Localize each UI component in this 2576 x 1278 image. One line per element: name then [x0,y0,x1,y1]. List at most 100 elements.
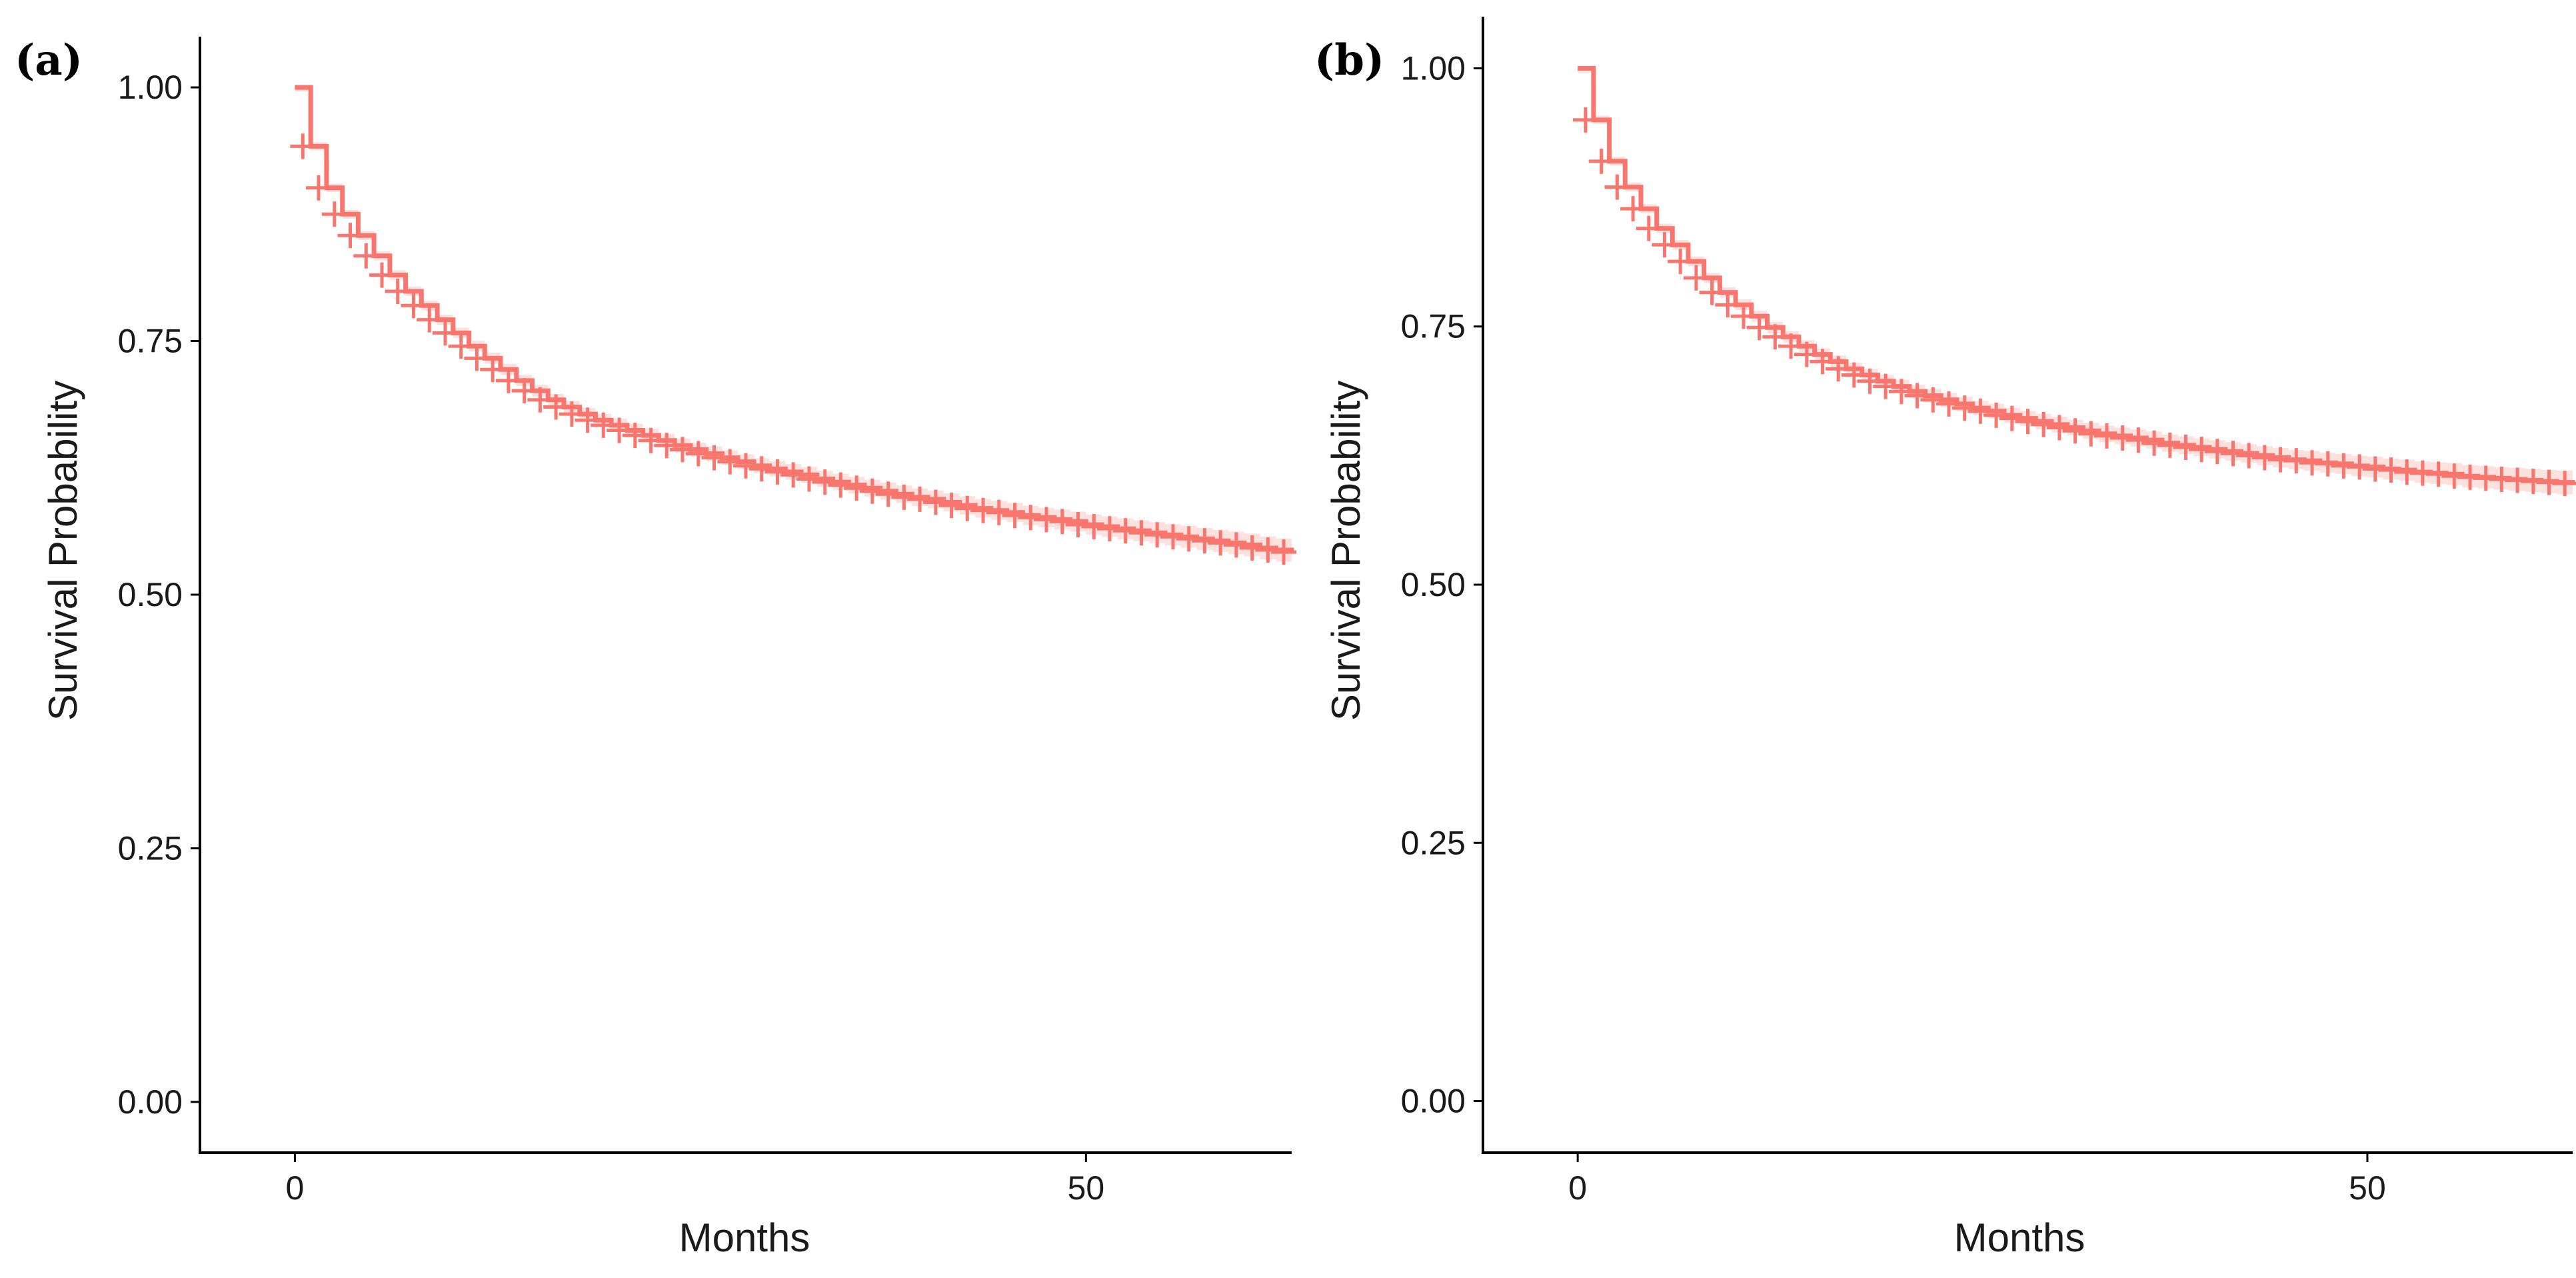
censor-mark-b [1999,405,2025,431]
censor-mark-a [591,412,617,438]
censor-mark-b [1983,402,2009,428]
censor-mark-a [875,481,901,507]
censor-mark-a [448,333,474,359]
censor-mark-a [543,394,569,420]
y-axis-title-a: Survival Probability [41,381,85,721]
survival-curve-a [295,85,1294,553]
censor-mark-b [2236,443,2262,469]
censor-mark-b [2220,441,2246,467]
censor-mark-a [417,307,443,333]
censor-mark-b [1888,379,1914,405]
censor-mark-a [1160,524,1186,550]
censor-mark-a [385,279,411,304]
censor-mark-a [1049,509,1075,535]
censor-mark-a [1034,507,1059,533]
censor-mark-a [1239,535,1265,561]
censor-mark-b [1699,279,1725,305]
censor-mark-b [1715,292,1741,318]
censor-mark-a [607,417,633,443]
censor-mark-b [2141,430,2167,456]
censor-mark-a [353,243,379,269]
x-tick-label-b: 50 [2349,1169,2386,1207]
y-tick-label-b: 0.75 [1401,308,1466,345]
censor-mark-a [938,493,964,519]
censor-mark-a [986,499,1012,525]
x-tick-label-b: 0 [1568,1169,1587,1207]
censor-mark-a [622,423,648,449]
y-tick-label-a: 0.00 [118,1083,183,1121]
censor-mark-a [1271,539,1297,565]
y-tick-label-a: 1.00 [118,69,183,106]
censor-mark-b [1841,362,1867,388]
censor-mark-a [638,427,664,453]
censor-mark-a [907,486,933,512]
x-axis-title-b: Months [1954,1215,2085,1260]
censor-mark-a [1097,516,1122,542]
censor-mark-a [1112,518,1138,544]
censor-mark-a [1002,503,1028,529]
censor-mark-b [1604,174,1630,200]
censor-mark-a [922,489,948,515]
censor-mark-b [2031,411,2057,437]
x-axis-title-a: Months [679,1215,810,1260]
censor-mark-a [970,497,996,523]
panel-a: (a) 0.00 0.25 0.50 0.75 1.00 0 50 Months Survi… [15,35,1297,1260]
censor-mark-b [2552,471,2576,497]
censor-mark-a [1018,505,1044,531]
censor-mark-a [733,453,758,479]
censor-mark-b [1873,373,1899,399]
censor-mark-b [1762,324,1788,350]
censor-mark-a [796,466,822,492]
censor-mark-b [2173,435,2199,460]
censor-mark-a [764,459,790,485]
censor-mark-a [527,387,553,413]
censor-mark-a [321,201,347,227]
censor-mark-a [717,449,743,475]
censor-mark-a [1081,514,1107,539]
censor-marks-a [290,133,1297,565]
censor-mark-a [369,262,395,288]
y-tick-label-b: 0.00 [1401,1083,1466,1120]
censor-mark-a [495,367,521,393]
y-tick-label-b: 0.50 [1401,566,1466,603]
censor-mark-b [2251,445,2277,471]
survival-step-line-b [1578,66,2575,485]
censor-mark-a [828,472,854,498]
censor-mark-b [1936,391,1961,417]
censor-mark-a [464,345,490,371]
censor-mark-b [1794,341,1820,367]
censor-mark-a [748,456,774,482]
censor-mark-b [1951,395,1977,421]
censor-mark-a [337,223,363,249]
survival-step-line-a [295,85,1294,553]
censor-mark-a [1255,537,1281,563]
censor-mark-b [2109,425,2135,451]
censor-mark-a [433,320,458,346]
censor-mark-b [1920,387,1946,413]
panel-label-b: (b) [1314,35,1384,85]
censor-mark-b [2125,427,2151,453]
censor-mark-b [1588,148,1614,174]
censor-mark-b [2204,439,2230,465]
censor-mark-b [2094,423,2119,449]
censor-mark-b [1857,368,1883,394]
censor-mark-a [670,437,695,463]
x-tick-label-a: 0 [286,1169,305,1207]
censor-mark-a [1223,532,1249,558]
censor-mark-b [1904,383,1930,409]
censor-mark-b [2046,415,2072,441]
censor-mark-a [685,441,711,467]
censor-mark-b [2425,461,2451,487]
y-tick-label-b: 0.25 [1401,824,1466,861]
censor-mark-b [1636,215,1662,241]
censor-mark-a [812,469,838,495]
censor-mark-b [1746,315,1772,341]
censor-mark-a [859,478,885,504]
censor-mark-a [891,484,917,510]
censor-mark-b [1668,249,1694,275]
axes-a: 0.00 0.25 0.50 0.75 1.00 0 50 [118,37,1292,1207]
censor-mark-a [701,445,727,471]
censor-marks-b [1573,107,2576,497]
censor-mark-b [2015,409,2041,435]
censor-mark-a [290,133,316,159]
